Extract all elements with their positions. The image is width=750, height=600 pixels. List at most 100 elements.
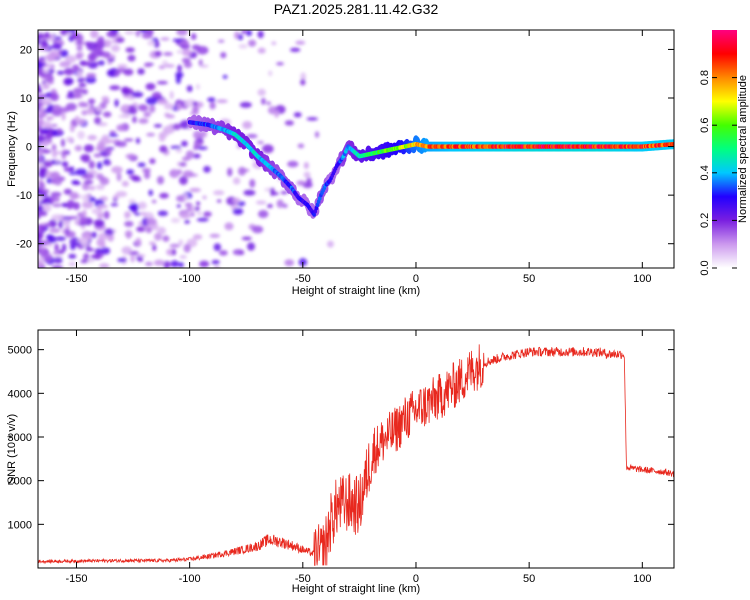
spectrogram-noise-blob — [50, 195, 56, 203]
spectrogram-noise-blob — [57, 128, 63, 135]
spectrogram-frame — [37, 29, 675, 269]
spectrogram-noise-blob — [213, 190, 225, 196]
spectrogram-noise-blob — [246, 30, 252, 37]
y-tick-label: 1000 — [8, 519, 32, 531]
spectrogram-noise-blob — [38, 181, 45, 188]
spectrogram-noise-blob — [159, 145, 168, 153]
spectrogram-noise-blob — [131, 91, 144, 98]
spectrogram-noise-blob — [276, 62, 284, 66]
spectrogram-noise-blob — [203, 211, 212, 217]
spectrogram-noise-blob — [86, 107, 95, 115]
spectrogram-noise-blob — [49, 92, 60, 102]
spectrogram-noise-blob — [116, 172, 122, 182]
spectrogram-noise-blob — [88, 98, 96, 105]
snr-y-axis: 1000 2000 3000 4000 5000 — [8, 345, 674, 531]
spectrogram-noise-blob — [126, 169, 135, 175]
spectrogram-noise-blob — [114, 99, 119, 108]
x-tick-label: -100 — [179, 273, 201, 285]
spectrogram-noise-blob — [38, 210, 48, 217]
spectrogram-noise-blob — [145, 217, 157, 226]
spectrogram-noise-blob — [38, 260, 44, 267]
spectrogram-noise-blob — [202, 195, 207, 200]
spectrogram-noise-blob — [40, 142, 49, 146]
spectrogram-noise-blob — [124, 230, 133, 238]
spectrogram-noise-blob — [157, 210, 169, 217]
spectrogram-noise-blob — [192, 101, 198, 106]
spectrogram-noise-blob — [51, 109, 63, 117]
spectrogram-noise-blob — [62, 219, 71, 224]
spectrogram-noise-blob — [66, 216, 79, 220]
spectrogram-noise-blob — [162, 235, 170, 242]
spectrogram-noise-blob — [38, 117, 45, 126]
spectrogram-noise-blob — [271, 41, 277, 46]
spectrogram-noise-blob — [87, 134, 98, 141]
spectrogram-noise-blob — [241, 236, 252, 241]
spectrogram-noise-blob — [164, 63, 175, 68]
spectrogram-noise-blob — [51, 43, 62, 50]
spectrogram-noise-blob — [38, 256, 45, 262]
spectrogram-noise-blob — [38, 194, 43, 203]
spectrogram-noise-blob — [87, 174, 95, 179]
spectrogram-noise-blob — [148, 189, 153, 196]
spectrogram-noise-blob — [131, 175, 141, 182]
colorbar-tick-label: 0.6 — [699, 118, 711, 133]
spectrogram-noise-blob — [156, 175, 165, 185]
spectrogram-noise-blob — [284, 259, 295, 267]
spectrogram-noise-blob — [115, 37, 125, 43]
spectrogram-noise-blob — [64, 77, 74, 85]
spectrogram-noise-blob — [175, 75, 181, 85]
spectrogram-noise-blob — [54, 36, 62, 40]
spectrogram-noise-blob — [61, 243, 67, 252]
spectrogram-noise-blob — [153, 259, 165, 266]
spectrogram-noise-blob — [306, 117, 319, 121]
spectrogram-noise-blob — [158, 65, 166, 70]
spectrogram-noise-blob — [213, 243, 222, 252]
spectrogram-noise-blob — [270, 187, 275, 197]
spectrogram-noise-blob — [96, 204, 103, 211]
spectrogram-noise-blob — [216, 199, 222, 203]
spectrogram-noise-blob — [163, 102, 175, 110]
spectrogram-noise-blob — [284, 120, 294, 126]
spectrogram-noise-blob — [246, 242, 256, 251]
spectrogram-noise-blob — [77, 77, 85, 83]
spectrogram-noise-blob — [139, 212, 147, 216]
spectrogram-noise-blob — [124, 30, 136, 35]
spectrogram-noise-blob — [287, 160, 299, 168]
spectrogram-noise-blob — [98, 176, 106, 181]
spectrogram-noise-blob — [39, 240, 50, 246]
spectrogram-noise-blob — [96, 141, 106, 150]
spectrogram-noise-blob — [54, 158, 60, 163]
spectrogram-noise-blob — [184, 202, 193, 208]
spectrogram-y-label: Frequency (Hz) — [6, 111, 18, 187]
y-tick-label: 0 — [26, 142, 32, 154]
spectrogram-noise-blob — [183, 61, 193, 68]
spectrogram-noise-blob — [189, 111, 199, 116]
spectrogram-noise-blob — [186, 206, 193, 212]
spectrogram-noise-blob — [72, 64, 79, 73]
spectrogram-noise-blob — [186, 85, 193, 93]
spectrogram-noise-blob — [90, 254, 101, 260]
spectrogram-noise-blob — [257, 88, 266, 97]
spectrogram-noise-blob — [179, 176, 188, 185]
spectrogram-noise-blob — [196, 45, 209, 55]
spectrogram-noise-blob — [139, 104, 149, 112]
spectrogram-noise-blob — [42, 69, 50, 74]
spectrogram-noise-blob — [91, 231, 97, 239]
spectrogram-noise-blob — [109, 85, 121, 91]
spectrogram-noise-blob — [128, 199, 136, 204]
spectrogram-noise-blob — [160, 37, 170, 41]
spectrogram-noise-blob — [90, 30, 99, 39]
spectrogram-noise-blob — [300, 78, 306, 86]
spectrogram-noise-blob — [104, 228, 114, 236]
spectrogram-noise-blob — [65, 31, 73, 36]
spectrogram-noise-blob — [96, 237, 105, 247]
spectrogram-noise-blob — [183, 193, 189, 201]
spectrogram-noise-blob — [61, 161, 69, 168]
spectrogram-noise-blob — [44, 31, 50, 39]
colorbar-gradient — [712, 30, 737, 268]
spectrogram-noise-blob — [42, 160, 53, 168]
spectrogram-noise-blob — [51, 124, 58, 128]
spectrogram-noise-blob — [69, 166, 75, 172]
spectrogram-noise-blob — [163, 260, 171, 268]
